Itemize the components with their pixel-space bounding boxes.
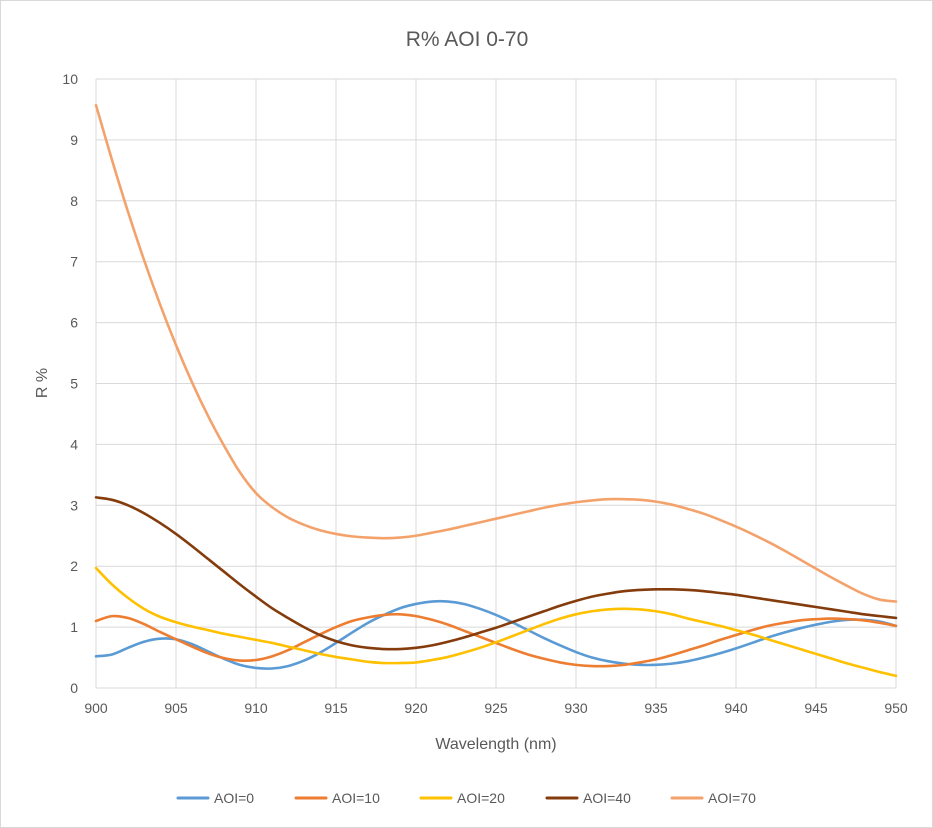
- y-tick-label: 5: [70, 376, 78, 392]
- x-tick-label: 930: [564, 700, 588, 716]
- legend-label-aoi-0: AOI=0: [214, 790, 254, 806]
- x-tick-label: 910: [244, 700, 268, 716]
- x-tick-label: 925: [484, 700, 508, 716]
- y-tick-label: 2: [70, 558, 78, 574]
- series-line-aoi-40: [94, 496, 898, 651]
- y-tick-label: 4: [70, 436, 78, 452]
- y-axis-label: R %: [34, 368, 51, 398]
- y-tick-label: 7: [70, 254, 78, 270]
- x-tick-label: 940: [724, 700, 748, 716]
- chart-title: R% AOI 0-70: [406, 28, 529, 51]
- y-tick-label: 8: [70, 193, 78, 209]
- y-tick-label: 3: [70, 497, 78, 513]
- legend-label-aoi-20: AOI=20: [457, 790, 505, 806]
- series-lines: [94, 103, 898, 678]
- y-tick-label: 0: [70, 680, 78, 696]
- legend: AOI=0 AOI=10 AOI=20 AOI=40 AOI=70: [176, 790, 756, 806]
- x-tick-label: 950: [884, 700, 908, 716]
- legend-label-aoi-70: AOI=70: [708, 790, 756, 806]
- gridlines: [95, 78, 897, 689]
- y-tick-label: 9: [70, 132, 78, 148]
- series-line-aoi-20: [94, 566, 898, 678]
- series-line-aoi-70: [94, 103, 898, 603]
- y-tick-label: 6: [70, 315, 78, 331]
- x-tick-label: 935: [644, 700, 668, 716]
- y-tick-label: 1: [70, 619, 78, 635]
- x-tick-label: 920: [404, 700, 428, 716]
- y-tick-label: 10: [62, 71, 78, 87]
- x-axis-label: Wavelength (nm): [435, 736, 556, 753]
- x-tick-label: 900: [84, 700, 108, 716]
- x-tick-label: 945: [804, 700, 828, 716]
- legend-label-aoi-10: AOI=10: [332, 790, 380, 806]
- legend-label-aoi-40: AOI=40: [583, 790, 631, 806]
- x-tick-label: 905: [164, 700, 188, 716]
- x-tick-label: 915: [324, 700, 348, 716]
